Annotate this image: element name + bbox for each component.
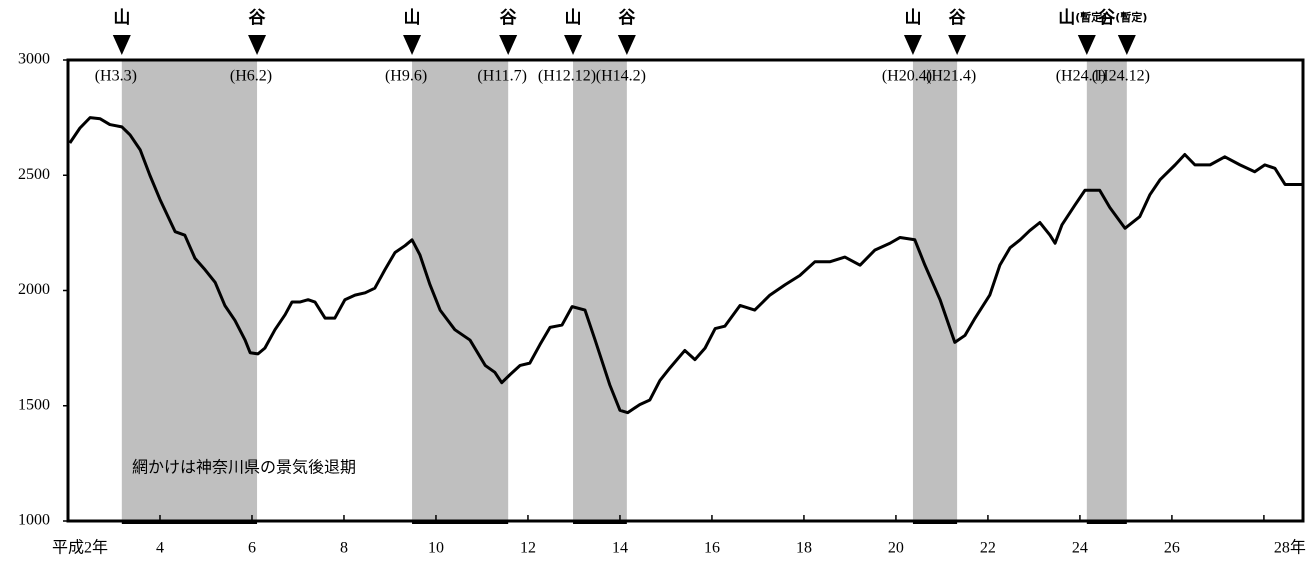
turning-point-date: (H14.2) bbox=[596, 68, 646, 85]
turning-point-note: (暫定) bbox=[1115, 10, 1147, 24]
x-tick-label: 10 bbox=[428, 540, 444, 557]
data-line bbox=[68, 116, 1303, 415]
turning-point-label: 山 bbox=[404, 8, 421, 28]
x-tick-label: 22 bbox=[980, 540, 996, 557]
turning-point-label: 山 bbox=[904, 8, 921, 28]
turning-point-marker bbox=[112, 35, 131, 55]
x-tick-label: 8 bbox=[340, 540, 348, 557]
x-tick-label: 平成2年 bbox=[52, 539, 108, 557]
turning-point-marker bbox=[564, 35, 583, 55]
turning-point-label: 山(暫定) bbox=[1058, 8, 1107, 28]
x-tick-label: 16 bbox=[704, 540, 720, 557]
turning-point-date: (H20.4) bbox=[882, 68, 932, 85]
y-tick-label: 1000 bbox=[18, 512, 50, 529]
x-tick-label: 14 bbox=[612, 540, 628, 557]
turning-point-marker bbox=[1117, 35, 1136, 55]
turning-point-date: (H11.7) bbox=[477, 68, 527, 85]
turning-point-kind: 山 bbox=[1058, 8, 1075, 28]
x-tick-label: 4 bbox=[156, 540, 164, 557]
y-tick-label: 1500 bbox=[18, 396, 50, 413]
turning-point-date: (H6.2) bbox=[230, 68, 272, 85]
turning-point-note: (暫定) bbox=[1075, 10, 1107, 24]
turning-point-date: (H9.6) bbox=[385, 68, 427, 85]
recession-band bbox=[412, 60, 509, 521]
turning-point-date: (H12.12) bbox=[538, 68, 596, 85]
turning-point-label: 山 bbox=[113, 8, 130, 28]
turning-point-label: 谷(暫定) bbox=[1098, 8, 1147, 28]
x-tick-label: 6 bbox=[248, 540, 256, 557]
turning-point-label: 谷 bbox=[949, 8, 967, 28]
recession-band bbox=[121, 60, 258, 521]
turning-point-marker bbox=[1077, 35, 1096, 55]
turning-point-marker bbox=[499, 35, 518, 55]
y-tick-label: 2500 bbox=[18, 166, 50, 183]
turning-point-date: (H24.1) bbox=[1056, 68, 1106, 85]
x-tick-label: 24 bbox=[1072, 540, 1088, 557]
x-tick-label: 12 bbox=[520, 540, 536, 557]
turning-point-marker bbox=[617, 35, 636, 55]
turning-point-label: 谷 bbox=[500, 8, 518, 28]
turning-point-label: 谷 bbox=[249, 8, 267, 28]
x-tick-label: 28年 bbox=[1274, 539, 1306, 557]
turning-point-label: 谷 bbox=[618, 8, 636, 28]
recession-band bbox=[1086, 60, 1127, 521]
y-tick-label: 3000 bbox=[18, 51, 50, 68]
shading-layer bbox=[121, 60, 1127, 521]
annotation: 網かけは神奈川県の景気後退期 bbox=[132, 458, 356, 477]
turning-point-date: (H21.4) bbox=[926, 68, 976, 85]
x-tick-label: 18 bbox=[796, 540, 812, 557]
turning-point-marker bbox=[248, 35, 267, 55]
x-tick-label: 20 bbox=[888, 540, 904, 557]
turning-point-marker bbox=[948, 35, 967, 55]
recession-band bbox=[573, 60, 627, 521]
turning-point-marker bbox=[403, 35, 422, 55]
x-tick-label: 26 bbox=[1164, 540, 1180, 557]
turning-point-date: (H3.3) bbox=[95, 68, 137, 85]
turning-point-label: 山 bbox=[565, 8, 582, 28]
turning-point-date: (H24.12) bbox=[1092, 68, 1150, 85]
turning-point-kind: 谷 bbox=[1098, 8, 1116, 28]
turning-point-marker bbox=[903, 35, 922, 55]
y-tick-label: 2000 bbox=[18, 281, 50, 298]
